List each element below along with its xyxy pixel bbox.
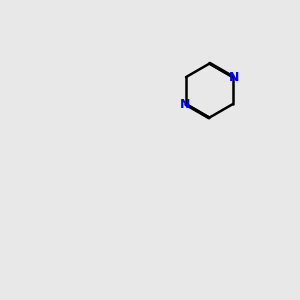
Text: N: N bbox=[179, 98, 190, 111]
Text: N: N bbox=[229, 70, 239, 84]
